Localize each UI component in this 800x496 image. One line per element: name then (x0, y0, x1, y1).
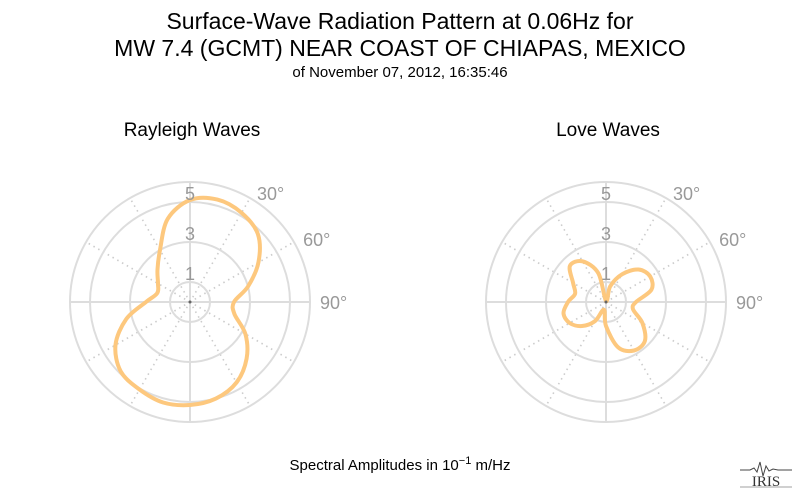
amplitude-units-label: Spectral Amplitudes in 10−1 m/Hz (0, 455, 800, 474)
units-exponent: −1 (458, 455, 472, 467)
radial-grid-circle (545, 241, 667, 363)
center-dot (188, 300, 192, 304)
radiation-pattern-curve (113, 195, 262, 408)
angle-tick-label: 60° (303, 230, 330, 250)
rayleigh-polar-plot: 1 3 5 30° 60° 90° (69, 181, 347, 423)
chart-title-line-2: MW 7.4 (GCMT) NEAR COAST OF CHIAPAS, MEX… (114, 35, 686, 61)
angle-tick-label: 60° (719, 230, 746, 250)
radial-tick-label: 5 (601, 184, 611, 204)
center-dot (604, 300, 608, 304)
units-base: 10 (442, 457, 459, 474)
units-prefix: Spectral Amplitudes in (289, 457, 443, 474)
radiation-pattern-curve (561, 259, 655, 354)
angle-tick-label: 90° (736, 293, 763, 313)
radial-tick-label: 1 (185, 264, 195, 284)
radial-tick-label: 3 (185, 224, 195, 244)
seismogram-trace (740, 461, 792, 477)
radial-grid-circle (129, 241, 251, 363)
radial-grid-circle (169, 281, 211, 323)
radial-grid-circle (505, 201, 707, 403)
radial-tick-label: 1 (601, 264, 611, 284)
angle-tick-label: 30° (257, 184, 284, 204)
angle-tick-label: 90° (320, 293, 347, 313)
svg-text:IRIS: IRIS (752, 474, 780, 490)
chart-subtitle: of November 07, 2012, 16:35:46 (292, 64, 508, 81)
love-polar-plot: 1 3 5 30° 60° 90° (485, 181, 763, 423)
chart-title-line-1: Surface-Wave Radiation Pattern at 0.06Hz… (166, 8, 634, 34)
angle-tick-label: 30° (673, 184, 700, 204)
radial-tick-label: 5 (185, 184, 195, 204)
chart-title-block: Surface-Wave Radiation Pattern at 0.06Hz… (0, 8, 800, 83)
radial-tick-label: 3 (601, 224, 611, 244)
love-panel-title: Love Waves (556, 120, 660, 141)
iris-logo: IRIS (740, 461, 792, 490)
rayleigh-panel-title: Rayleigh Waves (123, 120, 261, 141)
units-suffix: m/Hz (471, 457, 511, 474)
